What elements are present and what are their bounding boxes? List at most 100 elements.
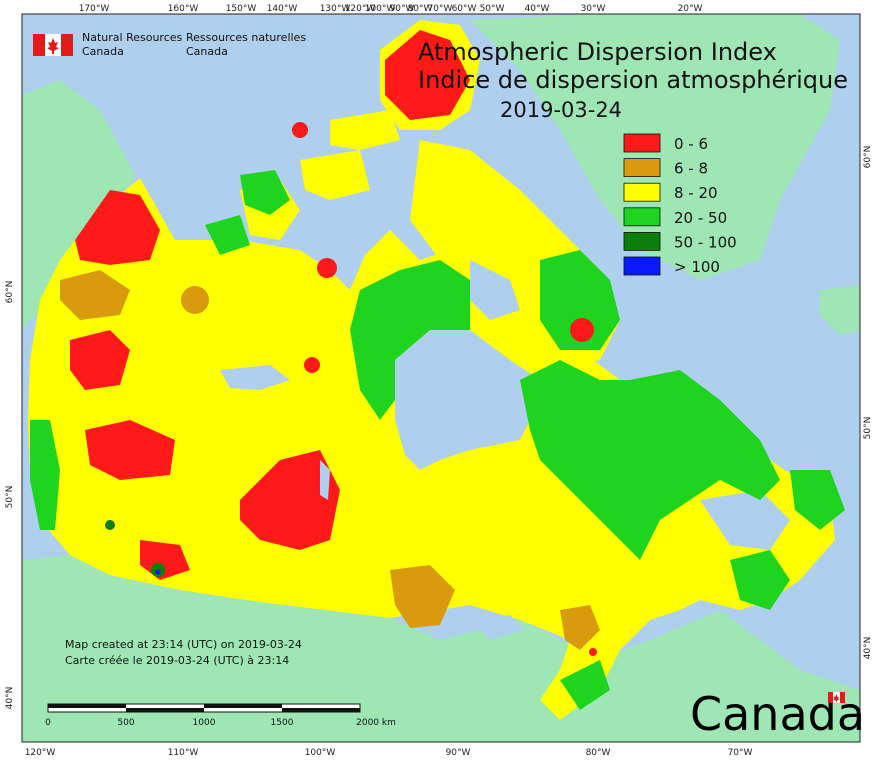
- zone-green-maritimes: [730, 550, 790, 610]
- zone-green-labrador: [630, 370, 780, 500]
- legend-swatch-0: [623, 133, 661, 153]
- zone-red-nunavut: [304, 357, 320, 373]
- zone-green-bc-coast: [30, 420, 60, 530]
- zone-red-island-north: [292, 122, 308, 138]
- tick-top-100w: 100°W: [365, 4, 396, 14]
- scale-label-0: 0: [45, 718, 51, 728]
- tick-top-160w: 160°W: [168, 4, 199, 14]
- title-fr: Indice de dispersion atmosphérique: [418, 66, 848, 94]
- legend-label-2: 8 - 20: [674, 184, 718, 202]
- tick-top-50w: 50°W: [480, 4, 505, 14]
- lake-winnipeg: [320, 460, 330, 500]
- tick-top-80w: 80°W: [408, 4, 433, 14]
- wordmark-flag-icon: [828, 692, 845, 703]
- agency-en-line1: Natural Resources: [82, 31, 183, 44]
- legend-swatch-2: [623, 182, 661, 202]
- nrcan-flag-icon: [33, 34, 73, 56]
- zone-green-baffin-east: [540, 250, 620, 350]
- agency-en-line2: Canada: [82, 45, 124, 58]
- tick-right-40n: 40°N: [863, 637, 873, 660]
- lake-great-slave: [220, 365, 290, 390]
- scale-label-2000: 2000 km: [356, 718, 396, 728]
- tick-top-150w: 150°W: [226, 4, 257, 14]
- zone-orange-ontario: [390, 565, 455, 628]
- alaska-land: [22, 80, 135, 330]
- tick-bottom-120w: 120°W: [25, 748, 56, 758]
- top-ticks: 170°W 160°W 150°W 140°W 130°W 120°W 100°…: [79, 4, 703, 14]
- zone-green-ontario-south: [560, 660, 610, 710]
- tick-top-60w: 60°W: [452, 4, 477, 14]
- note-fr: Carte créée le 2019-03-24 (UTC) à 23:14: [65, 654, 289, 667]
- zone-red-prairies: [240, 450, 340, 550]
- iceland-land: [820, 285, 860, 335]
- tick-right-50n: 50°N: [863, 417, 873, 440]
- zone-orange-nwt: [181, 286, 209, 314]
- tick-bottom-70w: 70°W: [728, 748, 753, 758]
- title-en: Atmospheric Dispersion Index: [418, 38, 777, 66]
- scale-label-500: 500: [117, 718, 134, 728]
- tick-left-50n: 50°N: [5, 486, 15, 509]
- legend-label-1: 6 - 8: [674, 160, 708, 178]
- legend-swatch-3: [623, 207, 661, 227]
- zone-red-baffin: [570, 318, 594, 342]
- arctic-island-banks: [300, 150, 370, 200]
- right-ticks: 60°N 50°N 40°N: [863, 146, 873, 660]
- legend-swatch-5: [623, 256, 661, 276]
- tick-left-40n: 40°N: [5, 687, 15, 710]
- foxe-basin: [470, 260, 520, 320]
- agency-fr-line1: Ressources naturelles: [186, 31, 306, 44]
- bottom-ticks: 120°W 110°W 100°W 90°W 80°W 70°W: [25, 748, 753, 758]
- legend-label-5: > 100: [674, 258, 720, 276]
- zone-green-hudson-west: [350, 260, 470, 420]
- zone-green-victoria: [240, 170, 290, 215]
- legend-label-3: 20 - 50: [674, 209, 727, 227]
- zone-green-newfoundland: [790, 470, 845, 530]
- zone-red-yukon: [75, 190, 160, 265]
- tick-bottom-100w: 100°W: [305, 748, 336, 758]
- tick-top-70w: 70°W: [428, 4, 453, 14]
- zone-red-bc-north: [70, 330, 130, 390]
- tick-right-60n: 60°N: [863, 146, 873, 169]
- note-en: Map created at 23:14 (UTC) on 2019-03-24: [65, 638, 302, 651]
- tick-top-90w: 90°W: [390, 4, 415, 14]
- zone-red-victoria: [317, 258, 337, 278]
- tick-bottom-110w: 110°W: [168, 748, 199, 758]
- arctic-island-devon: [330, 110, 400, 150]
- tick-bottom-90w: 90°W: [446, 748, 471, 758]
- usa-land: [22, 555, 860, 742]
- zone-blue-bc-south: [155, 569, 161, 575]
- zone-orange-yukon: [60, 270, 130, 320]
- scale-label-1000: 1000: [193, 718, 216, 728]
- hudson-bay: [395, 330, 540, 470]
- agency-fr-line2: Canada: [186, 45, 228, 58]
- tick-left-60n: 60°N: [5, 281, 15, 304]
- zone-darkgreen-bc: [105, 520, 115, 530]
- legend-label-4: 50 - 100: [674, 233, 737, 251]
- gulf-st-lawrence: [700, 490, 790, 550]
- tick-top-130w: 130°W: [320, 4, 351, 14]
- left-ticks: 60°N 50°N 40°N: [5, 281, 15, 710]
- tick-top-40w: 40°W: [525, 4, 550, 14]
- legend-swatch-4: [623, 231, 661, 251]
- tick-bottom-80w: 80°W: [586, 748, 611, 758]
- lake-superior: [470, 615, 525, 640]
- title-date: 2019-03-24: [500, 98, 622, 122]
- zone-green-banks: [205, 215, 250, 255]
- zone-red-ottawa: [589, 648, 597, 656]
- zone-red-ellesmere: [385, 30, 470, 120]
- tick-top-30w: 30°W: [581, 4, 606, 14]
- scale-label-1500: 1500: [271, 718, 294, 728]
- zone-red-bc-interior: [85, 420, 175, 480]
- scale-bar: 0 500 1000 1500 2000 km: [45, 703, 396, 728]
- tick-top-140w: 140°W: [267, 4, 298, 14]
- tick-top-170w: 170°W: [79, 4, 110, 14]
- tick-top-20w: 20°W: [678, 4, 703, 14]
- legend: 0 - 6 6 - 8 8 - 20 20 - 50 50 - 100 > 100: [623, 133, 737, 276]
- map-border: [21, 13, 861, 743]
- legend-swatch-1: [623, 158, 661, 178]
- tick-top-120w: 120°W: [345, 4, 376, 14]
- legend-label-0: 0 - 6: [674, 135, 708, 153]
- zone-orange-ontario-se: [560, 605, 600, 650]
